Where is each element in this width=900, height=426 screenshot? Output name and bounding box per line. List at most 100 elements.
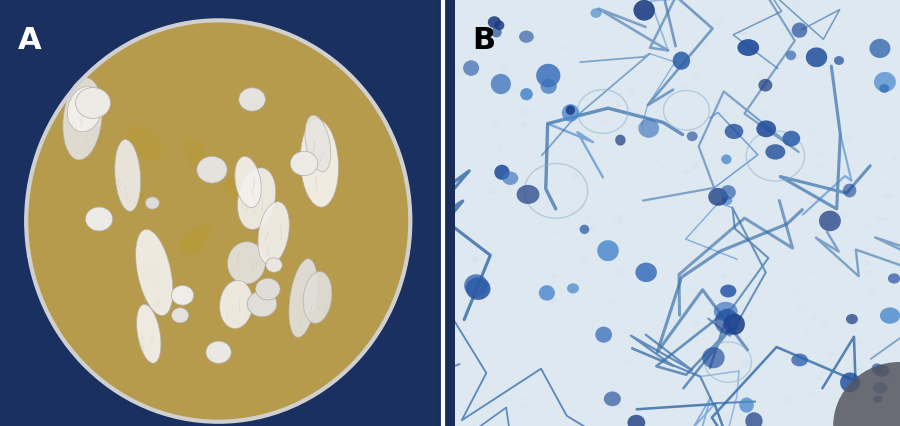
- Ellipse shape: [290, 152, 318, 176]
- Ellipse shape: [228, 242, 266, 285]
- Ellipse shape: [861, 260, 869, 266]
- Ellipse shape: [720, 20, 724, 23]
- Ellipse shape: [880, 181, 885, 185]
- Ellipse shape: [720, 186, 736, 200]
- Ellipse shape: [714, 302, 738, 322]
- Ellipse shape: [655, 161, 659, 164]
- Ellipse shape: [698, 355, 700, 357]
- Ellipse shape: [521, 403, 524, 405]
- Ellipse shape: [180, 233, 205, 256]
- Ellipse shape: [892, 376, 895, 377]
- Ellipse shape: [794, 154, 796, 155]
- Ellipse shape: [820, 371, 826, 375]
- Ellipse shape: [574, 422, 580, 426]
- Ellipse shape: [708, 188, 728, 206]
- Ellipse shape: [806, 48, 827, 68]
- Ellipse shape: [497, 149, 501, 153]
- Ellipse shape: [63, 78, 103, 161]
- Ellipse shape: [840, 373, 860, 392]
- Ellipse shape: [454, 81, 455, 83]
- Ellipse shape: [888, 274, 900, 284]
- Ellipse shape: [887, 308, 891, 311]
- Ellipse shape: [602, 119, 612, 126]
- Ellipse shape: [301, 120, 338, 207]
- Ellipse shape: [782, 131, 800, 147]
- Ellipse shape: [464, 61, 479, 77]
- Ellipse shape: [857, 340, 862, 344]
- Ellipse shape: [701, 43, 708, 48]
- Ellipse shape: [656, 118, 662, 121]
- Ellipse shape: [745, 335, 750, 338]
- Ellipse shape: [494, 21, 504, 31]
- Ellipse shape: [879, 134, 881, 136]
- Ellipse shape: [635, 263, 657, 282]
- Ellipse shape: [597, 90, 600, 93]
- Ellipse shape: [541, 80, 557, 95]
- Ellipse shape: [806, 201, 812, 206]
- Ellipse shape: [586, 42, 589, 44]
- Ellipse shape: [721, 155, 732, 165]
- Ellipse shape: [567, 284, 579, 294]
- Ellipse shape: [875, 216, 883, 222]
- Ellipse shape: [536, 65, 561, 88]
- Ellipse shape: [519, 123, 527, 129]
- Ellipse shape: [893, 157, 898, 161]
- Ellipse shape: [827, 355, 829, 357]
- Ellipse shape: [520, 89, 533, 101]
- Ellipse shape: [588, 226, 596, 232]
- Ellipse shape: [608, 299, 617, 305]
- Ellipse shape: [638, 120, 659, 138]
- Ellipse shape: [745, 412, 762, 426]
- Ellipse shape: [608, 15, 618, 22]
- Ellipse shape: [223, 179, 252, 203]
- Ellipse shape: [739, 397, 754, 413]
- Ellipse shape: [258, 202, 289, 265]
- Ellipse shape: [513, 278, 518, 281]
- Ellipse shape: [548, 298, 556, 304]
- Ellipse shape: [680, 374, 683, 377]
- Ellipse shape: [800, 361, 809, 367]
- Ellipse shape: [874, 73, 896, 93]
- Ellipse shape: [737, 30, 747, 37]
- Ellipse shape: [786, 397, 794, 403]
- Ellipse shape: [616, 105, 621, 108]
- Ellipse shape: [566, 106, 575, 116]
- Ellipse shape: [590, 9, 601, 19]
- Ellipse shape: [715, 358, 720, 362]
- Ellipse shape: [873, 396, 882, 403]
- Ellipse shape: [792, 2, 802, 9]
- Ellipse shape: [551, 275, 558, 279]
- Ellipse shape: [814, 406, 815, 408]
- Ellipse shape: [864, 225, 871, 229]
- Ellipse shape: [808, 391, 814, 395]
- Ellipse shape: [171, 286, 194, 305]
- Ellipse shape: [266, 258, 283, 273]
- Ellipse shape: [305, 116, 330, 172]
- Ellipse shape: [681, 169, 689, 175]
- Ellipse shape: [794, 290, 800, 295]
- Ellipse shape: [486, 92, 491, 96]
- Ellipse shape: [652, 273, 660, 278]
- Ellipse shape: [491, 75, 511, 95]
- Ellipse shape: [584, 217, 590, 221]
- Ellipse shape: [238, 89, 266, 112]
- Ellipse shape: [537, 289, 545, 295]
- Ellipse shape: [480, 55, 482, 58]
- Ellipse shape: [722, 274, 726, 278]
- Ellipse shape: [626, 89, 634, 95]
- Ellipse shape: [714, 322, 724, 330]
- Ellipse shape: [303, 272, 332, 324]
- Ellipse shape: [634, 125, 641, 130]
- Ellipse shape: [220, 281, 253, 329]
- Ellipse shape: [572, 174, 580, 180]
- Ellipse shape: [663, 129, 666, 131]
- Ellipse shape: [657, 102, 662, 105]
- Ellipse shape: [805, 328, 811, 332]
- Ellipse shape: [871, 363, 883, 374]
- Ellipse shape: [86, 207, 112, 231]
- Ellipse shape: [797, 303, 807, 311]
- Ellipse shape: [791, 354, 808, 366]
- Ellipse shape: [493, 257, 495, 259]
- Ellipse shape: [76, 88, 111, 119]
- Ellipse shape: [26, 21, 410, 422]
